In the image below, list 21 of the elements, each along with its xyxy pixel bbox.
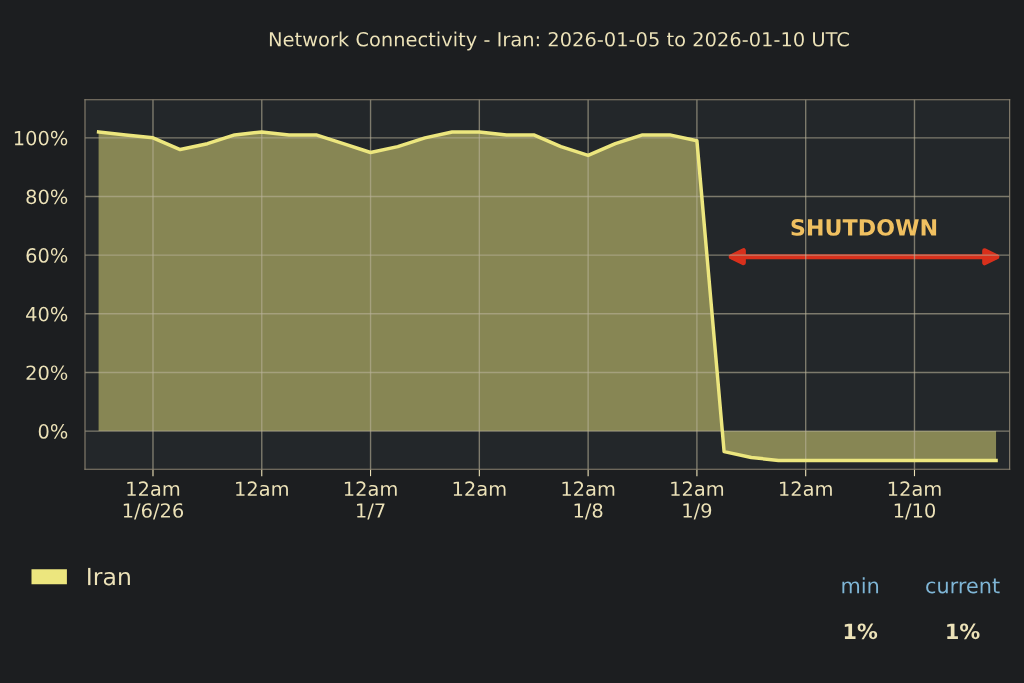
x-tick-label: 12am 1/8 xyxy=(562,481,615,520)
legend-label: Iran xyxy=(88,567,130,586)
y-tick-label: 20% xyxy=(26,365,68,381)
chart-title: Network Connectivity - Iran: 2026-01-05 to 2026-01-10 UTC xyxy=(269,31,849,51)
text: current xyxy=(926,578,1000,594)
x-tick-label: 12am xyxy=(453,481,506,497)
text: 1% xyxy=(947,623,980,640)
y-tick-label: 60% xyxy=(26,248,68,263)
x-tick-label: 12am xyxy=(236,481,288,497)
x-tick-label: 12am 1/6/26 xyxy=(123,481,184,520)
x-tick-label: 12am xyxy=(780,481,832,497)
y-tick-label: 80% xyxy=(26,189,68,205)
y-tick-label: 100% xyxy=(14,130,68,146)
y-tick-label: 40% xyxy=(26,306,68,322)
annotation: SHUTDOWN xyxy=(791,219,937,236)
x-tick-label: 12am 1/9 xyxy=(671,481,724,520)
y-tick-label: 0% xyxy=(38,424,68,439)
x-tick-label: 12am 1/10 xyxy=(888,481,941,520)
text: 1% xyxy=(844,623,878,640)
x-tick-label: 12am 1/7 xyxy=(344,481,397,520)
text: min xyxy=(842,577,879,594)
